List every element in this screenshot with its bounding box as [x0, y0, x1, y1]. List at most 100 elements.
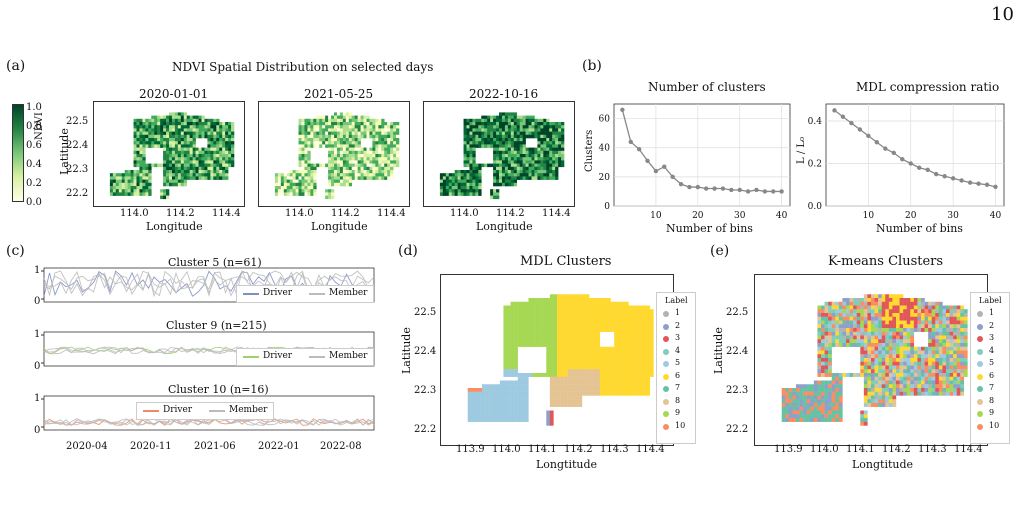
colorbar-tick: 0.4: [26, 159, 42, 170]
ndvi-cell: [171, 182, 176, 187]
ytick: 0: [34, 425, 41, 436]
ndvi-cell: [180, 112, 185, 116]
cluster-cell: [846, 335, 850, 340]
ndvi-cell: [549, 138, 553, 142]
ndvi-cell: [522, 163, 526, 168]
cluster-cell: [610, 309, 615, 314]
cluster-cell: [953, 313, 957, 317]
cluster-cell: [557, 298, 561, 302]
legend-label: 8: [675, 395, 681, 405]
cluster-cell: [510, 361, 515, 366]
ndvi-cell: [307, 157, 311, 161]
cluster-cell: [928, 331, 932, 336]
cluster-cell: [828, 410, 832, 415]
ndvi-cell: [540, 138, 544, 142]
cluster-cell: [549, 316, 554, 321]
cluster-cell: [546, 361, 551, 366]
cluster-cell: [960, 354, 965, 359]
cluster-cell: [821, 399, 825, 404]
cluster-cell: [871, 339, 875, 344]
cluster-cell: [896, 361, 900, 366]
ndvi-cell: [507, 131, 512, 136]
cluster-cell: [946, 365, 950, 370]
cluster-cell: [585, 384, 590, 389]
ndvi-cell: [336, 134, 341, 139]
cluster-cell: [817, 380, 822, 385]
ndvi-cell: [490, 122, 494, 126]
ndvi-cell: [180, 125, 185, 129]
cluster-cell: [953, 365, 957, 370]
xtick: 114.0: [810, 444, 839, 455]
legend-label: 5: [989, 358, 995, 367]
cluster-cell: [942, 358, 947, 362]
ndvi-cell: [499, 112, 503, 116]
cluster-cell: [849, 313, 854, 317]
ndvi-cell: [177, 115, 182, 120]
ndvi-cell: [516, 118, 520, 123]
ndvi-cell: [301, 170, 305, 174]
ndvi-cell: [466, 182, 470, 187]
ndvi-cell: [334, 118, 338, 123]
cluster-cell: [881, 380, 886, 385]
cluster-cell: [624, 313, 629, 317]
cluster-cell: [924, 316, 929, 321]
cluster-cell: [917, 361, 922, 366]
cluster-cell: [781, 395, 786, 400]
ndvi-cell: [466, 154, 470, 158]
xtick: 114.2: [496, 208, 525, 219]
ndvi-cell: [313, 134, 317, 139]
ndvi-cell: [207, 154, 211, 158]
cluster-cell: [813, 395, 818, 400]
ndvi-cell: [549, 176, 553, 180]
cluster-cell: [567, 294, 572, 299]
cluster-cell: [835, 395, 840, 400]
ndvi-cell: [463, 186, 467, 190]
cluster-cell: [917, 384, 922, 389]
cluster-cell: [646, 320, 651, 325]
cluster-cell: [799, 418, 804, 422]
cluster-cell: [639, 320, 643, 325]
cluster-cell: [813, 414, 818, 419]
cluster-cell: [567, 328, 572, 332]
cluster-cell: [860, 410, 865, 415]
cluster-cell: [549, 320, 554, 325]
ndvi-cell: [387, 122, 391, 126]
cluster-cell: [642, 380, 647, 385]
cluster-cell: [817, 346, 822, 351]
ndvi-cell: [280, 186, 285, 190]
cluster-cell: [632, 380, 636, 385]
ndvi-cell: [189, 134, 193, 139]
cluster-cell: [828, 316, 832, 321]
cluster-cell: [888, 328, 893, 332]
cluster-cell: [607, 313, 611, 317]
cluster-cell: [639, 305, 643, 310]
ndvi-cell: [316, 128, 320, 132]
cluster-cell: [578, 373, 583, 377]
legend-driver: Driver: [263, 288, 293, 298]
cluster-cell: [888, 301, 893, 306]
ndvi-cell: [490, 118, 494, 123]
cluster-cell: [521, 305, 526, 310]
cluster-cell: [624, 328, 629, 332]
ndvi-cell: [540, 173, 544, 177]
ndvi-cell: [466, 192, 470, 196]
ndvi-cell: [124, 179, 128, 184]
ndvi-cell: [331, 170, 335, 174]
cluster-cell: [928, 376, 932, 381]
ndvi-cell: [351, 160, 355, 164]
cluster-cell: [632, 324, 636, 329]
cluster-cell: [881, 388, 886, 392]
ndvi-cell: [189, 141, 193, 145]
ndvi-cell: [549, 163, 553, 168]
ndvi-cell: [439, 176, 444, 180]
cluster-cell: [514, 395, 518, 400]
cluster-cell: [521, 399, 526, 404]
xtick: 114.4: [212, 208, 241, 219]
cluster-cell: [892, 324, 897, 329]
cluster-cell: [824, 403, 829, 407]
cluster-cell: [621, 324, 626, 329]
cluster-cell: [467, 418, 472, 422]
ndvi-cell: [319, 134, 323, 139]
cluster-cell: [557, 320, 561, 325]
cluster-cell: [813, 388, 818, 392]
